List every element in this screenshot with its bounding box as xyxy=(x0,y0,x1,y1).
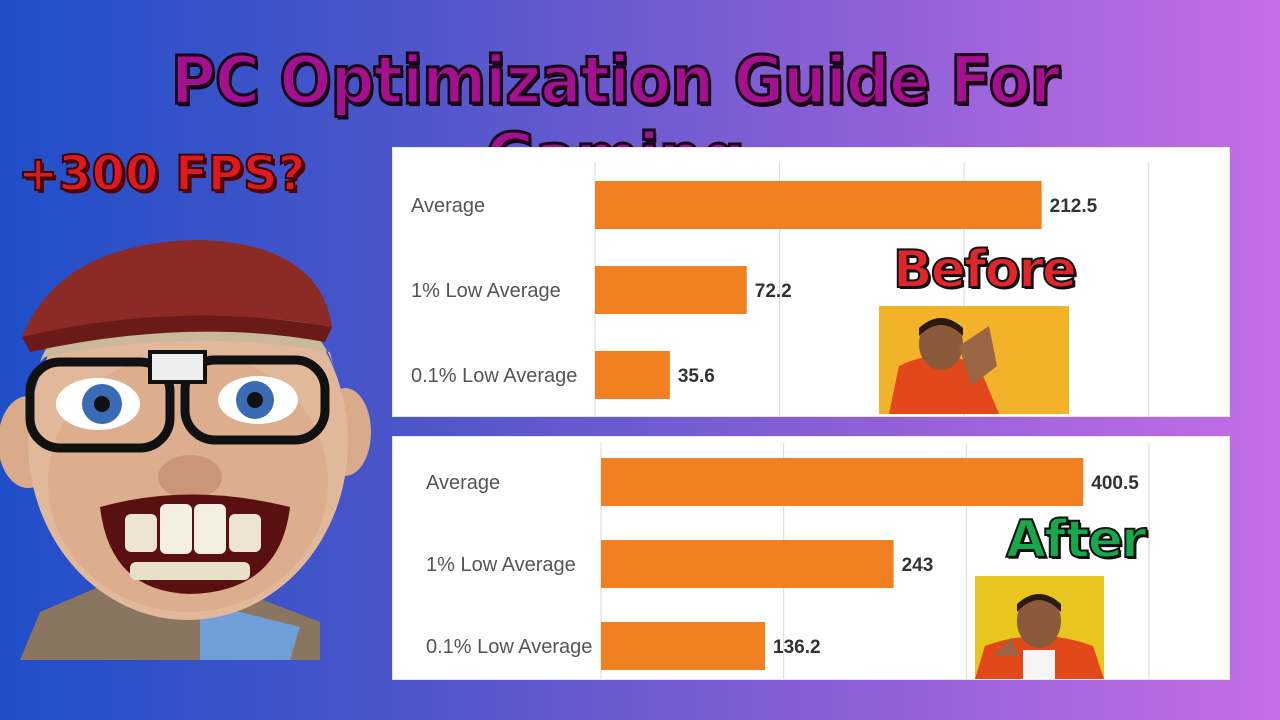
category-label: 1% Low Average xyxy=(411,280,561,302)
cartoon-character-icon xyxy=(0,240,371,660)
data-label: 72.2 xyxy=(755,281,792,302)
before-chart-panel: Average 212.5 1% Low Average 72.2 0.1% Low A… xyxy=(393,148,1229,416)
bar-0 xyxy=(595,181,1042,229)
before-bar-chart: Average 212.5 1% Low Average 72.2 0.1% Low A… xyxy=(411,162,1150,416)
bar-1 xyxy=(595,266,747,314)
before-label: Before xyxy=(892,239,1078,301)
bar-1 xyxy=(601,540,894,588)
approving-person-icon xyxy=(975,576,1104,679)
data-label: 400.5 xyxy=(1091,473,1139,494)
after-label: After xyxy=(1005,509,1148,571)
bar-2 xyxy=(601,622,766,670)
category-label: 0.1% Low Average xyxy=(426,636,592,658)
fps-claim-text: +300 FPS? xyxy=(17,145,307,203)
category-label: Average xyxy=(411,195,485,217)
data-label: 136.2 xyxy=(773,637,821,658)
after-bar-chart: Average 400.5 1% Low Average 243 0.1% Low Av… xyxy=(426,443,1150,679)
bar-2 xyxy=(595,351,670,399)
data-label: 243 xyxy=(902,555,934,576)
disapproving-person-icon xyxy=(879,306,1069,414)
category-label: 1% Low Average xyxy=(426,554,576,576)
bar-0 xyxy=(601,458,1084,506)
data-label: 35.6 xyxy=(678,366,715,387)
category-label: Average xyxy=(426,472,500,494)
data-label: 212.5 xyxy=(1050,196,1098,217)
category-label: 0.1% Low Average xyxy=(411,365,577,387)
